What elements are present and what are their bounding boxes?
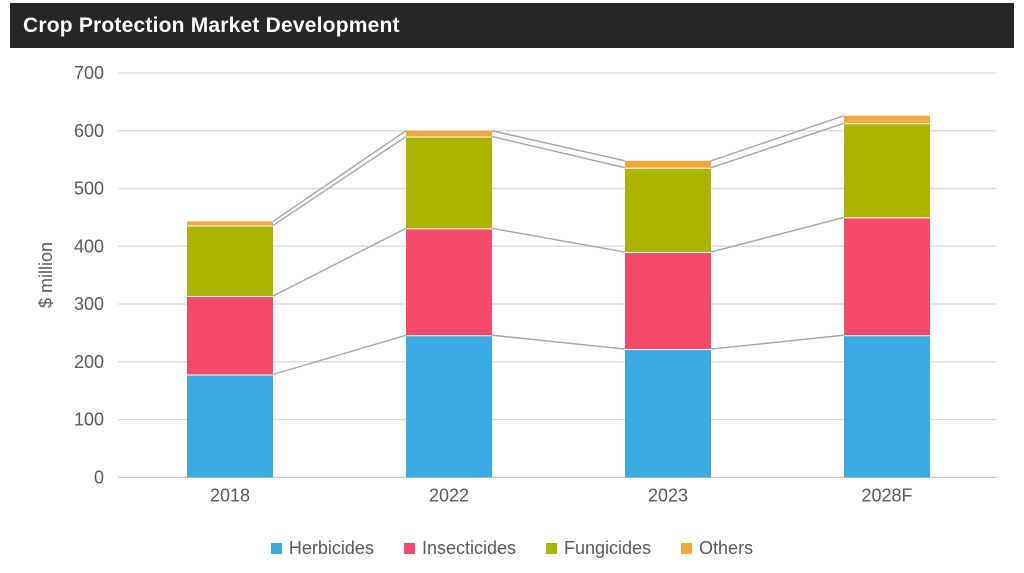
bar-segment-fungicides-2028f <box>844 124 930 218</box>
series-line-fungicides <box>272 135 407 227</box>
legend-item-herbicides: Herbicides <box>270 538 374 558</box>
legend: Herbicides Insecticides Fungicides Others <box>0 536 1024 560</box>
series-line-insecticides <box>710 216 845 253</box>
series-line-insecticides <box>491 227 626 253</box>
bar-segment-others-2022 <box>406 130 492 137</box>
series-line-insecticides <box>272 227 407 297</box>
y-tick-label-200: 200 <box>74 352 104 372</box>
series-line-fungicides <box>710 122 845 169</box>
legend-label-herbicides: Herbicides <box>288 538 374 558</box>
bar-segment-herbicides-2018 <box>187 375 273 478</box>
bar-segment-herbicides-2022 <box>406 336 492 478</box>
legend-item-others: Others <box>681 539 753 557</box>
y-tick-label-0: 0 <box>94 467 104 487</box>
title-bar: Crop Protection Market Development <box>10 3 1014 48</box>
series-line-herbicides <box>272 334 407 376</box>
series-line-fungicides <box>491 135 626 169</box>
x-tick-label-2018: 2018 <box>210 485 250 505</box>
x-tick-label-2028f: 2028F <box>861 485 912 505</box>
legend-swatch-insecticides <box>403 542 415 554</box>
bar-segment-herbicides-2023 <box>625 350 711 478</box>
bar-segment-insecticides-2018 <box>187 296 273 375</box>
bar-segment-insecticides-2022 <box>406 229 492 336</box>
page-title: Crop Protection Market Development <box>23 13 400 37</box>
bar-segment-others-2018 <box>187 221 273 226</box>
bar-segment-insecticides-2028f <box>844 218 930 336</box>
y-axis-title: $ million <box>36 242 56 308</box>
legend-label-fungicides: Fungicides <box>564 538 652 558</box>
y-tick-label-100: 100 <box>74 410 104 430</box>
x-tick-label-2023: 2023 <box>648 485 688 505</box>
legend-swatch-fungicides <box>546 542 557 554</box>
bar-segment-fungicides-2018 <box>187 226 273 296</box>
series-line-others <box>272 130 407 223</box>
y-tick-label-600: 600 <box>74 121 104 141</box>
legend-label-others: Others <box>699 538 754 558</box>
legend-label-insecticides: Insecticides <box>421 538 516 558</box>
legend-item-fungicides: Fungicides <box>546 539 651 557</box>
bar-segment-fungicides-2023 <box>625 168 711 253</box>
bar-segment-others-2023 <box>625 160 711 168</box>
x-tick-label-2022: 2022 <box>429 485 469 505</box>
bar-segment-others-2028f <box>844 115 930 124</box>
y-tick-label-400: 400 <box>74 236 104 256</box>
y-tick-label-500: 500 <box>74 179 104 199</box>
legend-swatch-others <box>681 542 693 554</box>
legend-swatch-herbicides <box>270 542 282 554</box>
bar-segment-fungicides-2022 <box>406 137 492 229</box>
chart-plot-area: 0 100 200 300 400 500 600 700 2018 2022 2023 2028F <box>74 63 996 505</box>
series-line-herbicides <box>710 334 845 350</box>
series-line-herbicides <box>491 334 626 350</box>
y-tick-label-300: 300 <box>74 294 104 314</box>
series-line-others <box>710 115 845 162</box>
y-tick-label-700: 700 <box>74 63 104 83</box>
series-line-others <box>491 130 626 162</box>
bar-segment-insecticides-2023 <box>625 253 711 350</box>
bar-segment-herbicides-2028f <box>844 336 930 478</box>
legend-item-insecticides: Insecticides <box>403 538 516 558</box>
